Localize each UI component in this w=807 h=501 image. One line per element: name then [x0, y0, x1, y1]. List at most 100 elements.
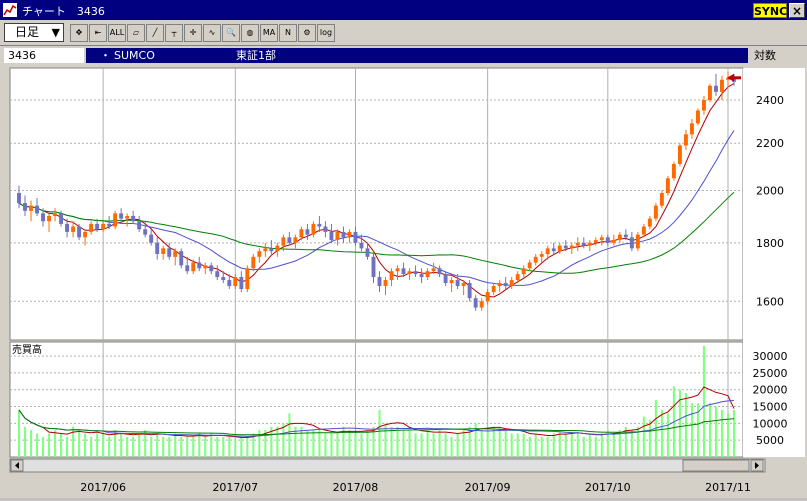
candle-body[interactable]: [521, 268, 526, 275]
zoom-out-icon[interactable]: ⇤: [89, 24, 107, 42]
candle-body[interactable]: [65, 223, 70, 232]
candle-body[interactable]: [107, 223, 112, 227]
candle-body[interactable]: [533, 256, 538, 263]
close-button[interactable]: ×: [789, 3, 805, 18]
candle-body[interactable]: [275, 245, 280, 252]
candle-body[interactable]: [365, 248, 370, 257]
candle-body[interactable]: [593, 240, 598, 243]
candle-body[interactable]: [215, 271, 220, 278]
sync-button[interactable]: SYNC: [753, 3, 788, 18]
candle-body[interactable]: [641, 226, 646, 235]
candle-body[interactable]: [689, 123, 694, 135]
candle-body[interactable]: [347, 231, 352, 238]
candle-body[interactable]: [287, 237, 292, 243]
candle-body[interactable]: [137, 221, 142, 230]
candle-body[interactable]: [245, 268, 250, 290]
candle-body[interactable]: [41, 213, 45, 222]
candle-body[interactable]: [185, 265, 190, 272]
candle-body[interactable]: [677, 145, 682, 164]
candle-body[interactable]: [263, 248, 268, 252]
candle-body[interactable]: [95, 223, 100, 230]
candle-body[interactable]: [545, 248, 550, 254]
candle-body[interactable]: [29, 205, 33, 211]
candle-body[interactable]: [695, 110, 700, 124]
candle-body[interactable]: [389, 271, 394, 281]
candle-body[interactable]: [497, 283, 502, 287]
candle-body[interactable]: [293, 237, 298, 243]
candle-body[interactable]: [539, 253, 544, 257]
candle-body[interactable]: [575, 242, 580, 246]
candle-body[interactable]: [125, 215, 130, 219]
candle-body[interactable]: [311, 223, 316, 235]
candle-body[interactable]: [143, 229, 148, 235]
candle-body[interactable]: [509, 280, 514, 287]
candle-body[interactable]: [155, 242, 160, 254]
candle-body[interactable]: [191, 262, 196, 272]
candle-body[interactable]: [629, 237, 634, 249]
candle-body[interactable]: [359, 242, 364, 249]
settings-icon[interactable]: ⚙: [298, 24, 316, 42]
candle-body[interactable]: [726, 77, 730, 80]
candle-body[interactable]: [443, 274, 448, 284]
candle-body[interactable]: [425, 271, 430, 278]
candle-body[interactable]: [89, 223, 94, 232]
title-bar[interactable]: チャート 3436 SYNC ×: [0, 0, 807, 20]
candle-body[interactable]: [455, 280, 460, 287]
candle-body[interactable]: [431, 268, 436, 272]
candle-body[interactable]: [665, 178, 670, 194]
candle-body[interactable]: [479, 301, 484, 308]
candle-body[interactable]: [708, 85, 712, 101]
globe-icon[interactable]: ◍: [241, 24, 259, 42]
candle-body[interactable]: [149, 234, 154, 243]
moving-average-icon[interactable]: MA: [260, 24, 278, 42]
candle-body[interactable]: [647, 218, 652, 227]
horizontal-line-icon[interactable]: ┬: [165, 24, 183, 42]
candle-body[interactable]: [407, 271, 412, 275]
trendline-icon[interactable]: ╱: [146, 24, 164, 42]
candle-body[interactable]: [395, 268, 400, 272]
candle-body[interactable]: [587, 242, 592, 246]
candle-body[interactable]: [197, 262, 202, 269]
candle-body[interactable]: [77, 226, 82, 238]
candle-body[interactable]: [653, 205, 658, 219]
candle-body[interactable]: [683, 134, 688, 146]
line-chart-icon[interactable]: ∿: [203, 24, 221, 42]
candle-body[interactable]: [47, 215, 51, 222]
candle-body[interactable]: [281, 237, 286, 246]
candle-body[interactable]: [335, 231, 340, 241]
candle-body[interactable]: [635, 234, 640, 249]
eraser-icon[interactable]: ▱: [127, 24, 145, 42]
candle-body[interactable]: [257, 251, 262, 257]
candle-body[interactable]: [563, 245, 568, 249]
log-scale-label[interactable]: 対数: [754, 49, 776, 62]
candle-body[interactable]: [329, 231, 334, 241]
scroll-thumb[interactable]: [682, 459, 750, 472]
candle-body[interactable]: [467, 283, 472, 299]
candle-body[interactable]: [437, 268, 442, 275]
all-range-icon[interactable]: ALL: [108, 24, 126, 42]
candle-body[interactable]: [119, 213, 124, 219]
magnifier-icon[interactable]: 🔍: [222, 24, 240, 42]
candle-body[interactable]: [353, 231, 358, 243]
candle-body[interactable]: [581, 242, 586, 246]
horizontal-scrollbar[interactable]: [9, 458, 766, 473]
log-scale-icon[interactable]: log: [317, 24, 335, 42]
candle-body[interactable]: [221, 277, 226, 281]
candle-body[interactable]: [599, 237, 604, 241]
candle-body[interactable]: [209, 265, 214, 272]
candle-body[interactable]: [203, 265, 208, 269]
cursor-icon[interactable]: ✥: [70, 24, 88, 42]
cross-cursor-icon[interactable]: ✛: [184, 24, 202, 42]
candle-body[interactable]: [251, 256, 256, 269]
candle-body[interactable]: [227, 280, 232, 287]
candle-body[interactable]: [617, 234, 622, 241]
candle-body[interactable]: [35, 205, 39, 214]
candle-body[interactable]: [557, 245, 562, 252]
chart-svg[interactable]: 2017/06 2017/07 2017/08 2017/09 2017/10 2017/…: [0, 64, 807, 498]
period-select[interactable]: 日足 ▼: [4, 23, 64, 42]
candle-body[interactable]: [17, 193, 21, 204]
candle-body[interactable]: [179, 251, 184, 266]
candle-body[interactable]: [383, 280, 388, 287]
candle-body[interactable]: [485, 292, 490, 302]
candle-body[interactable]: [551, 248, 556, 252]
